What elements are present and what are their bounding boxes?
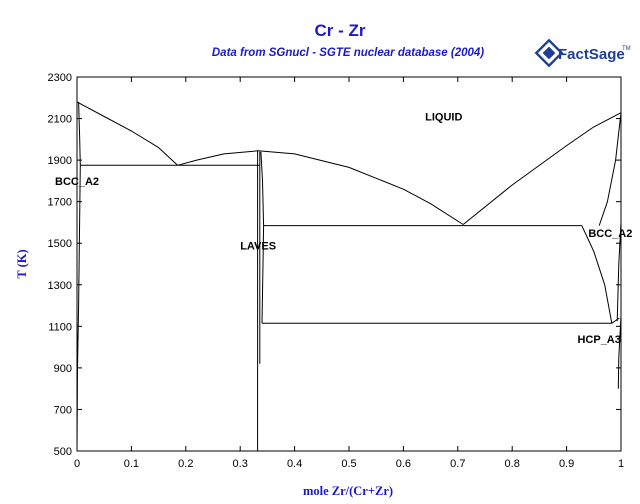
y-tick-label: 900 bbox=[54, 363, 72, 375]
x-tick-label: 0.8 bbox=[505, 458, 520, 470]
phase-boundary-line bbox=[462, 112, 622, 225]
x-tick-label: 0 bbox=[74, 458, 80, 470]
y-tick-label: 2100 bbox=[48, 114, 72, 126]
phase-label: LIQUID bbox=[425, 112, 462, 124]
x-axis-label: mole Zr/(Cr+Zr) bbox=[303, 484, 393, 498]
chart-subtitle: Data from SGnucl - SGTE nuclear database… bbox=[212, 47, 484, 59]
y-tick-label: 2300 bbox=[48, 72, 72, 84]
x-tick-label: 0.2 bbox=[178, 458, 193, 470]
phase-boundary-line bbox=[76, 165, 81, 452]
factsage-logo: FactSage TM bbox=[534, 38, 631, 68]
x-tick-label: 0.1 bbox=[124, 458, 139, 470]
phase-boundary-line bbox=[76, 101, 178, 166]
chart-title: Cr - Zr bbox=[315, 21, 366, 40]
x-tick-label: 0.5 bbox=[341, 458, 356, 470]
phase-labels: LIQUID BCC_A2 LAVES BCC_A2 HCP_A3 bbox=[55, 112, 632, 346]
y-tick-label: 1100 bbox=[48, 321, 72, 333]
x-tick-label: 0.4 bbox=[287, 458, 302, 470]
phase-boundaries bbox=[76, 101, 622, 452]
plot-area-frame bbox=[76, 76, 622, 452]
y-tick-label: 1300 bbox=[48, 280, 72, 292]
phase-boundary-line bbox=[78, 101, 81, 166]
x-tick-label: 0.9 bbox=[559, 458, 574, 470]
phase-boundary-line bbox=[598, 112, 622, 226]
y-axis: 500 700 900 1100 1300 1500 1700 1900 2100 2300 bbox=[48, 72, 621, 458]
phase-label: BCC_A2 bbox=[55, 176, 99, 188]
y-tick-label: 1900 bbox=[48, 155, 72, 167]
phase-boundary-line bbox=[260, 151, 265, 324]
y-axis-label: T (K) bbox=[15, 249, 29, 278]
x-tick-label: 0.6 bbox=[396, 458, 411, 470]
y-tick-label: 1700 bbox=[48, 197, 72, 209]
y-tick-label: 1500 bbox=[48, 238, 72, 250]
y-tick-label: 500 bbox=[54, 446, 72, 458]
x-axis: 0 0.1 0.2 0.3 0.4 0.5 0.6 0.7 0.8 0.9 1 bbox=[74, 77, 624, 470]
factsage-logo-text: FactSage bbox=[558, 46, 625, 63]
phase-boundary-line bbox=[611, 317, 620, 324]
x-tick-label: 0.3 bbox=[233, 458, 248, 470]
factsage-logo-mark: TM bbox=[622, 46, 631, 52]
phase-boundary-line bbox=[581, 225, 613, 324]
y-tick-label: 700 bbox=[54, 404, 72, 416]
phase-boundary-line bbox=[616, 222, 622, 322]
phase-label: HCP_A3 bbox=[577, 334, 620, 346]
x-tick-label: 1 bbox=[618, 458, 624, 470]
phase-boundary-line bbox=[177, 150, 464, 225]
x-tick-label: 0.7 bbox=[450, 458, 465, 470]
phase-label: BCC_A2 bbox=[588, 228, 632, 240]
phase-boundary-line bbox=[617, 315, 622, 389]
phase-label: LAVES bbox=[240, 240, 276, 252]
